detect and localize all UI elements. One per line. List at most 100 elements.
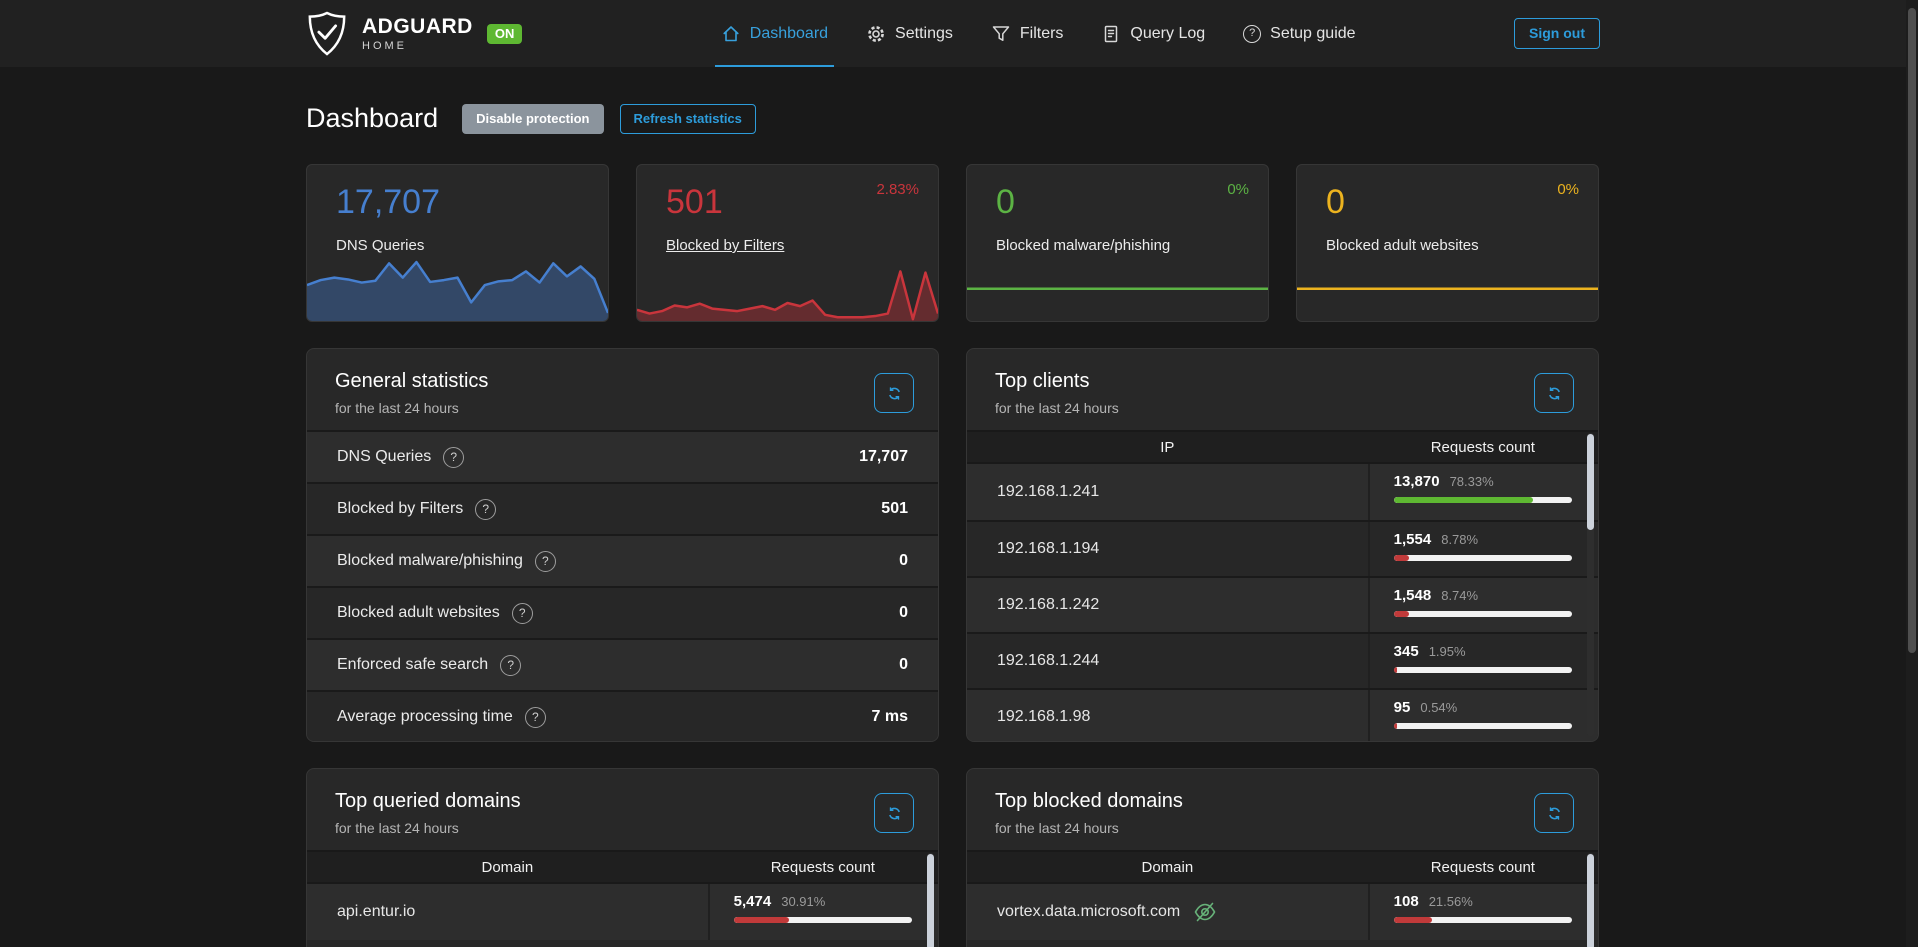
panel-scrollbar[interactable] [927,853,934,947]
card-percent: 2.83% [876,181,919,198]
table-row: 192.168.1.194 1,554 8.78% [967,520,1598,576]
top-clients-panel: Top clients for the last 24 hours IP Req… [966,348,1599,742]
help-icon[interactable]: ? [443,446,465,468]
stat-value: 0 [899,604,908,621]
top-clients-rows: 192.168.1.241 13,870 78.33% 192.168.1.194… [967,464,1598,741]
panel-subtitle: for the last 24 hours [335,820,459,836]
adguard-logo[interactable]: ADGUARD HOME [306,11,473,57]
stat-label: Blocked adult websites [337,604,500,621]
column-header-requests: Requests count [1430,858,1535,876]
stat-label: DNS Queries [337,448,432,465]
panel-header: Top clients for the last 24 hours [967,349,1598,430]
client-ip[interactable]: 192.168.1.98 [997,708,1091,725]
request-count: 108 [1393,893,1419,910]
card-blocked-adult: 0 Blocked adult websites 0% [1296,164,1599,322]
eye-off-icon[interactable] [1194,901,1216,923]
request-percent: 21.56% [1428,894,1473,909]
window-scrollbar[interactable] [1906,0,1918,947]
brand-name: ADGUARD [362,14,473,38]
protection-on-badge: ON [486,23,523,44]
client-ip[interactable]: 192.168.1.242 [997,596,1100,613]
panel-title: General statistics [335,370,489,392]
card-label-link[interactable]: Blocked by Filters [666,237,785,254]
request-percent: 0.54% [1420,700,1458,715]
help-icon[interactable]: ? [500,654,522,676]
panel-scrollbar[interactable] [1587,433,1594,736]
panel-subtitle: for the last 24 hours [995,400,1119,416]
request-percent: 8.78% [1441,532,1479,547]
tab-query-log[interactable]: Query Log [1101,0,1205,67]
refresh-panel-button[interactable] [874,373,914,413]
domain-name[interactable]: api.entur.io [337,903,416,920]
panel-title: Top clients [995,370,1090,392]
stat-value: 501 [881,500,908,517]
refresh-panel-button[interactable] [1534,373,1574,413]
stat-value: 17,707 [859,448,908,465]
card-label: Blocked malware/phishing [996,237,1171,254]
tab-dashboard-label: Dashboard [749,24,829,42]
top-queried-rows: api.entur.io 5,474 30.91% [307,884,938,940]
tab-dashboard[interactable]: Dashboard [714,0,835,67]
stat-value: 0 [899,552,908,569]
request-percent: 78.33% [1449,474,1494,489]
panel-title: Top blocked domains [995,790,1183,812]
column-header-domain: Domain [1141,858,1194,876]
column-header-ip: IP [1160,438,1175,456]
disable-protection-button[interactable]: Disable protection [462,103,604,134]
stat-row: Blocked by Filters? 501 [307,482,938,534]
scrollbar-thumb[interactable] [1587,434,1594,530]
general-statistics-rows: DNS Queries? 17,707 Blocked by Filters? … [307,430,938,741]
blocked-filters-sparkline [637,259,938,321]
card-label: Blocked adult websites [1326,237,1479,254]
sign-out-button[interactable]: Sign out [1514,18,1600,49]
column-header-domain: Domain [481,858,534,876]
refresh-statistics-button[interactable]: Refresh statistics [619,103,756,134]
progress-bar [1393,917,1572,923]
panel-header: Top queried domains for the last 24 hour… [307,769,938,850]
refresh-panel-button[interactable] [874,793,914,833]
help-icon[interactable]: ? [511,602,533,624]
tab-settings-label: Settings [895,24,953,42]
top-blocked-rows: vortex.data.microsoft.com 108 21.56% [967,884,1598,940]
refresh-panel-button[interactable] [1534,793,1574,833]
client-ip[interactable]: 192.168.1.244 [997,652,1100,669]
home-icon [723,25,739,41]
client-ip[interactable]: 192.168.1.194 [997,540,1100,557]
progress-bar-fill [1393,667,1398,673]
panel-subtitle: for the last 24 hours [995,820,1119,836]
panel-scrollbar[interactable] [1587,853,1594,947]
request-percent: 1.95% [1428,644,1466,659]
refresh-icon [888,806,900,820]
request-count: 345 [1393,643,1419,660]
client-ip[interactable]: 192.168.1.241 [997,483,1100,500]
help-icon[interactable]: ? [475,498,497,520]
card-blocked-malware: 0 Blocked malware/phishing 0% [966,164,1269,322]
stat-row: DNS Queries? 17,707 [307,430,938,482]
card-value: 0 [996,183,1015,221]
scrollbar-thumb[interactable] [927,854,934,947]
tab-filters-label: Filters [1019,24,1064,42]
tab-setup-guide[interactable]: ? Setup guide [1243,0,1356,67]
card-dns-queries: 17,707 DNS Queries [306,164,609,322]
stat-row: Blocked malware/phishing? 0 [307,534,938,586]
page-title: Dashboard [306,103,439,133]
window-scrollbar-thumb[interactable] [1908,8,1916,653]
domain-name[interactable]: vortex.data.microsoft.com [997,903,1181,920]
stat-row: Average processing time? 7 ms [307,690,938,741]
progress-bar-fill [733,917,789,923]
document-icon [1105,25,1118,42]
tab-settings[interactable]: Settings [866,0,953,67]
shield-check-icon [308,11,346,56]
table-row: 192.168.1.98 95 0.54% [967,688,1598,741]
help-icon[interactable]: ? [534,550,556,572]
card-percent: 0% [1557,181,1579,198]
table-row: vortex.data.microsoft.com 108 21.56% [967,884,1598,940]
progress-bar-fill [1393,723,1397,729]
tab-filters[interactable]: Filters [991,0,1064,67]
progress-bar [1393,555,1572,561]
column-header-requests: Requests count [1430,438,1535,456]
summary-cards: 17,707 DNS Queries 501 Blocked by Filter… [306,164,1599,322]
scrollbar-thumb[interactable] [1587,854,1594,947]
table-row: 192.168.1.244 345 1.95% [967,632,1598,688]
help-icon[interactable]: ? [524,706,546,728]
